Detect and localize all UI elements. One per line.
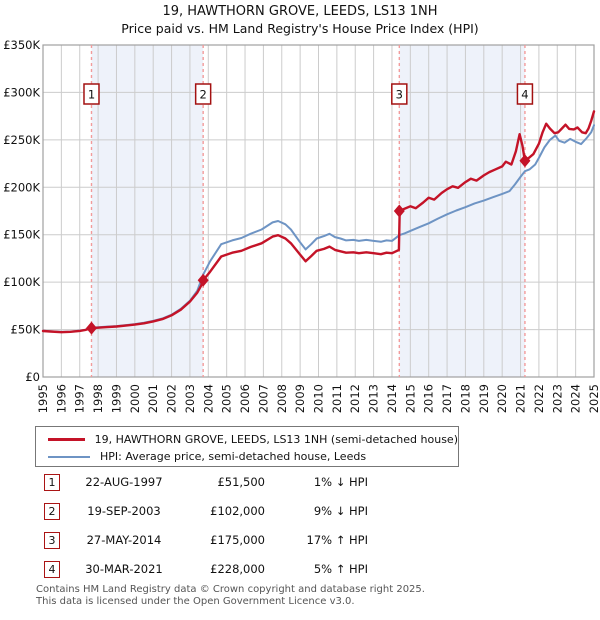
y-tick-label: £100K — [3, 275, 40, 289]
legend-label-price-paid: 19, HAWTHORN GROVE, LEEDS, LS13 1NH (sem… — [94, 433, 458, 446]
x-tick-label: 2022 — [532, 384, 546, 413]
footer-line-2: This data is licensed under the Open Gov… — [36, 595, 355, 607]
sale-number-box — [516, 83, 534, 105]
transaction-price: £51,500 — [217, 475, 265, 489]
x-tick-label: 2025 — [587, 384, 600, 413]
x-tick-label: 2011 — [330, 384, 344, 413]
transaction-hpi-delta: 5% ↑ HPI — [313, 562, 368, 576]
transaction-hpi-delta: 17% ↑ HPI — [306, 533, 368, 547]
sale-number-label: 4 — [521, 88, 528, 102]
x-tick-label: 2024 — [569, 384, 583, 413]
sale-number-label: 3 — [396, 88, 403, 102]
price-paid-line — [41, 110, 596, 334]
y-tick-label: £250K — [3, 133, 40, 147]
x-tick-label: 2010 — [312, 384, 326, 413]
x-tick-label: 2023 — [550, 384, 564, 413]
sale-number-box — [391, 83, 408, 105]
chart-legend: 19, HAWTHORN GROVE, LEEDS, LS13 1NH (sem… — [35, 426, 459, 467]
footer-line-1: Contains HM Land Registry data © Crown c… — [36, 584, 425, 595]
sale-point-marker — [197, 273, 209, 287]
y-tick-label: £0 — [25, 370, 40, 384]
x-tick-label: 2003 — [183, 384, 197, 413]
x-tick-label: 2021 — [514, 384, 528, 413]
transaction-number-badge: 2 — [44, 503, 60, 520]
sale-number-label: 2 — [199, 88, 206, 102]
transaction-row: 3 27-MAY-2014 £175,000 17% ↑ HPI — [0, 532, 600, 550]
y-tick-label: £50K — [11, 323, 41, 337]
x-tick-label: 1999 — [109, 384, 123, 413]
transactions-table: 1 22-AUG-1997 £51,500 1% ↓ HPI 2 19-SEP-2003 £… — [0, 474, 600, 584]
transaction-row: 4 30-MAR-2021 £228,000 5% ↑ HPI — [0, 561, 600, 579]
transaction-number-badge: 1 — [44, 474, 60, 491]
x-tick-label: 2007 — [256, 384, 270, 413]
sale-number-box — [194, 83, 212, 105]
price-history-chart: 1 2 3 4 £0 £50K £100K £150K £200K £250K £300K £350K… — [3, 40, 600, 413]
ownership-period-band — [399, 45, 525, 377]
transaction-row: 1 22-AUG-1997 £51,500 1% ↓ HPI — [0, 474, 600, 492]
x-tick-label: 1997 — [73, 384, 87, 413]
y-tick-label: £350K — [3, 40, 40, 52]
price-paid-line-swatch — [48, 438, 85, 441]
transaction-price: £228,000 — [210, 562, 265, 576]
x-tick-label: 2013 — [367, 384, 381, 413]
x-tick-label: 1995 — [36, 384, 50, 413]
transaction-date: 27-MAY-2014 — [86, 533, 162, 547]
transaction-date: 30-MAR-2021 — [85, 562, 163, 576]
x-tick-label: 2000 — [128, 384, 142, 413]
x-tick-label: 2004 — [201, 384, 215, 413]
x-tick-label: 2014 — [385, 384, 399, 413]
legend-label-hpi: HPI: Average price, semi-detached house,… — [100, 450, 367, 463]
transaction-price: £175,000 — [210, 533, 265, 547]
x-tick-label: 2018 — [458, 384, 472, 413]
sale-number-box — [83, 83, 100, 105]
x-tick-label: 2012 — [348, 384, 362, 413]
legend-row-price-paid: 19, HAWTHORN GROVE, LEEDS, LS13 1NH (sem… — [48, 431, 458, 448]
x-tick-label: 2015 — [403, 384, 417, 413]
page-title: 19, HAWTHORN GROVE, LEEDS, LS13 1NH — [162, 4, 438, 19]
transaction-hpi-delta: 9% ↓ HPI — [313, 504, 368, 518]
transaction-number-badge: 4 — [44, 561, 60, 578]
hpi-line-swatch — [48, 455, 90, 458]
sale-point-marker — [519, 154, 531, 168]
x-tick-label: 2019 — [477, 384, 491, 413]
x-tick-label: 2016 — [422, 384, 436, 413]
legend-row-hpi: HPI: Average price, semi-detached house,… — [48, 448, 458, 465]
x-tick-label: 2006 — [238, 384, 252, 413]
y-tick-label: £300K — [3, 85, 40, 99]
transaction-hpi-delta: 1% ↓ HPI — [313, 475, 368, 489]
transaction-price: £102,000 — [210, 504, 265, 518]
x-tick-label: 2001 — [146, 384, 160, 413]
x-tick-label: 2009 — [293, 384, 307, 413]
x-tick-label: 1998 — [91, 384, 105, 413]
x-tick-label: 2017 — [440, 384, 454, 413]
y-tick-label: £200K — [3, 180, 40, 194]
x-tick-label: 2002 — [165, 384, 179, 413]
transaction-date: 19-SEP-2003 — [87, 504, 161, 518]
y-tick-label: £150K — [3, 228, 40, 242]
x-tick-label: 1996 — [54, 384, 68, 413]
page-subtitle: Price paid vs. HM Land Registry's House … — [121, 21, 479, 36]
sale-point-marker — [393, 204, 405, 218]
sale-point-marker — [85, 321, 97, 335]
transaction-date: 22-AUG-1997 — [85, 475, 163, 489]
sale-number-label: 1 — [88, 88, 95, 102]
transaction-row: 2 19-SEP-2003 £102,000 9% ↓ HPI — [0, 503, 600, 521]
x-tick-label: 2008 — [275, 384, 289, 413]
x-tick-label: 2005 — [220, 384, 234, 413]
footer-copyright: Contains HM Land Registry data © Crown c… — [36, 584, 425, 607]
transaction-number-badge: 3 — [44, 532, 60, 549]
plot-border — [42, 44, 595, 378]
x-tick-label: 2020 — [495, 384, 509, 413]
